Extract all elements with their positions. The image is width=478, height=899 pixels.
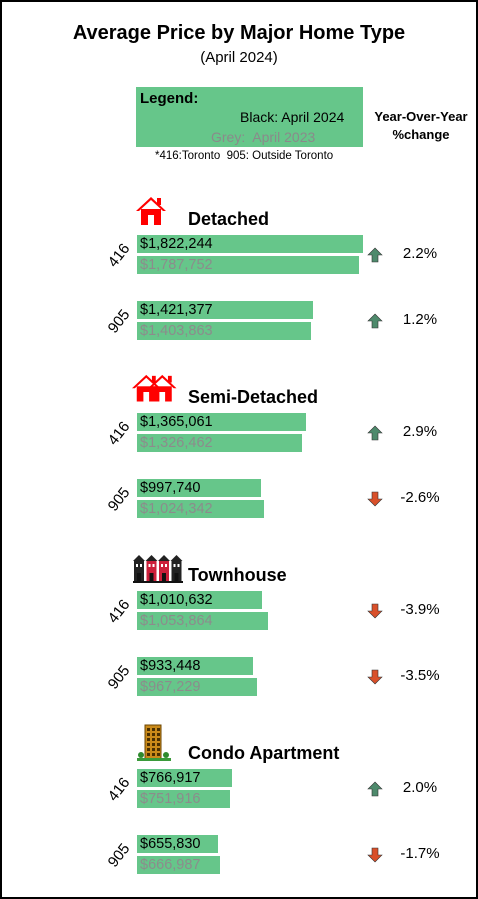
bar-current bbox=[137, 657, 253, 675]
arrow-up-icon bbox=[367, 313, 383, 329]
value-label-previous: $1,787,752 bbox=[140, 257, 213, 273]
arrow-down-icon bbox=[367, 603, 383, 619]
value-label-previous: $1,024,342 bbox=[140, 501, 213, 517]
legend-current-entry: Black: April 2024 bbox=[240, 109, 345, 125]
arrow-up-icon bbox=[367, 247, 383, 263]
chart-title: Average Price by Major Home Type bbox=[72, 22, 406, 44]
bar-current bbox=[137, 301, 313, 319]
value-label-current: $1,822,244 bbox=[140, 236, 213, 252]
yoy-change-value: 2.0% bbox=[402, 779, 438, 796]
bar-current bbox=[137, 413, 306, 431]
legend: Legend: Black: April 2024 Grey: April 20… bbox=[136, 87, 363, 147]
value-label-previous: $666,987 bbox=[140, 857, 201, 873]
bar-previous bbox=[137, 256, 359, 274]
value-label-previous: $1,053,864 bbox=[140, 613, 213, 629]
value-label-current: $1,365,061 bbox=[140, 414, 213, 430]
value-label-previous: $967,229 bbox=[140, 679, 201, 695]
yoy-change-value: -3.9% bbox=[400, 601, 440, 618]
value-label-current: $1,421,377 bbox=[140, 302, 213, 318]
arrow-down-icon bbox=[367, 847, 383, 863]
yoy-change-value: 2.2% bbox=[402, 245, 438, 262]
value-label-current: $1,010,632 bbox=[140, 592, 213, 608]
yoy-change-value: -2.6% bbox=[400, 489, 440, 506]
bar-previous bbox=[137, 856, 220, 874]
bar-previous bbox=[137, 322, 311, 340]
region-code-note: *416:Toronto 905: Outside Toronto bbox=[155, 150, 334, 162]
yoy-header: Year-Over-Year %change bbox=[362, 108, 478, 144]
value-label-current: $655,830 bbox=[140, 836, 201, 852]
arrow-up-icon bbox=[367, 781, 383, 797]
arrow-up-icon bbox=[367, 425, 383, 441]
bar-current bbox=[137, 769, 232, 787]
yoy-header-line2: %change bbox=[392, 127, 450, 142]
bar-current bbox=[137, 591, 262, 609]
yoy-change-value: 1.2% bbox=[402, 311, 438, 328]
value-label-current: $933,448 bbox=[140, 658, 201, 674]
bar-previous bbox=[137, 790, 230, 808]
bar-current bbox=[137, 235, 363, 253]
value-label-previous: $1,403,863 bbox=[140, 323, 213, 339]
legend-previous-entry: Grey: April 2023 bbox=[211, 129, 316, 145]
bar-previous bbox=[137, 500, 264, 518]
value-label-current: $997,740 bbox=[140, 480, 201, 496]
semi-detached-house-icon bbox=[132, 374, 177, 402]
yoy-change-value: -3.5% bbox=[400, 667, 440, 684]
group-title: Townhouse bbox=[188, 565, 287, 585]
bar-previous bbox=[137, 434, 302, 452]
chart-subtitle: (April 2024) bbox=[200, 49, 278, 66]
condo-building-icon bbox=[137, 724, 171, 761]
yoy-change-value: 2.9% bbox=[402, 423, 438, 440]
value-label-previous: $751,916 bbox=[140, 791, 201, 807]
detached-house-icon bbox=[136, 197, 166, 225]
value-label-current: $766,917 bbox=[140, 770, 201, 786]
bar-current bbox=[137, 479, 261, 497]
yoy-change-value: -1.7% bbox=[400, 845, 440, 862]
bar-current bbox=[137, 835, 218, 853]
yoy-header-line1: Year-Over-Year bbox=[374, 109, 468, 124]
arrow-down-icon bbox=[367, 669, 383, 685]
bar-previous bbox=[137, 678, 257, 696]
legend-title: Legend: bbox=[140, 90, 199, 107]
arrow-down-icon bbox=[367, 491, 383, 507]
townhouse-icon bbox=[133, 555, 183, 583]
group-title: Semi-Detached bbox=[188, 387, 319, 407]
group-title: Detached bbox=[188, 209, 270, 229]
group-title: Condo Apartment bbox=[188, 743, 340, 763]
value-label-previous: $1,326,462 bbox=[140, 435, 213, 451]
bar-previous bbox=[137, 612, 268, 630]
